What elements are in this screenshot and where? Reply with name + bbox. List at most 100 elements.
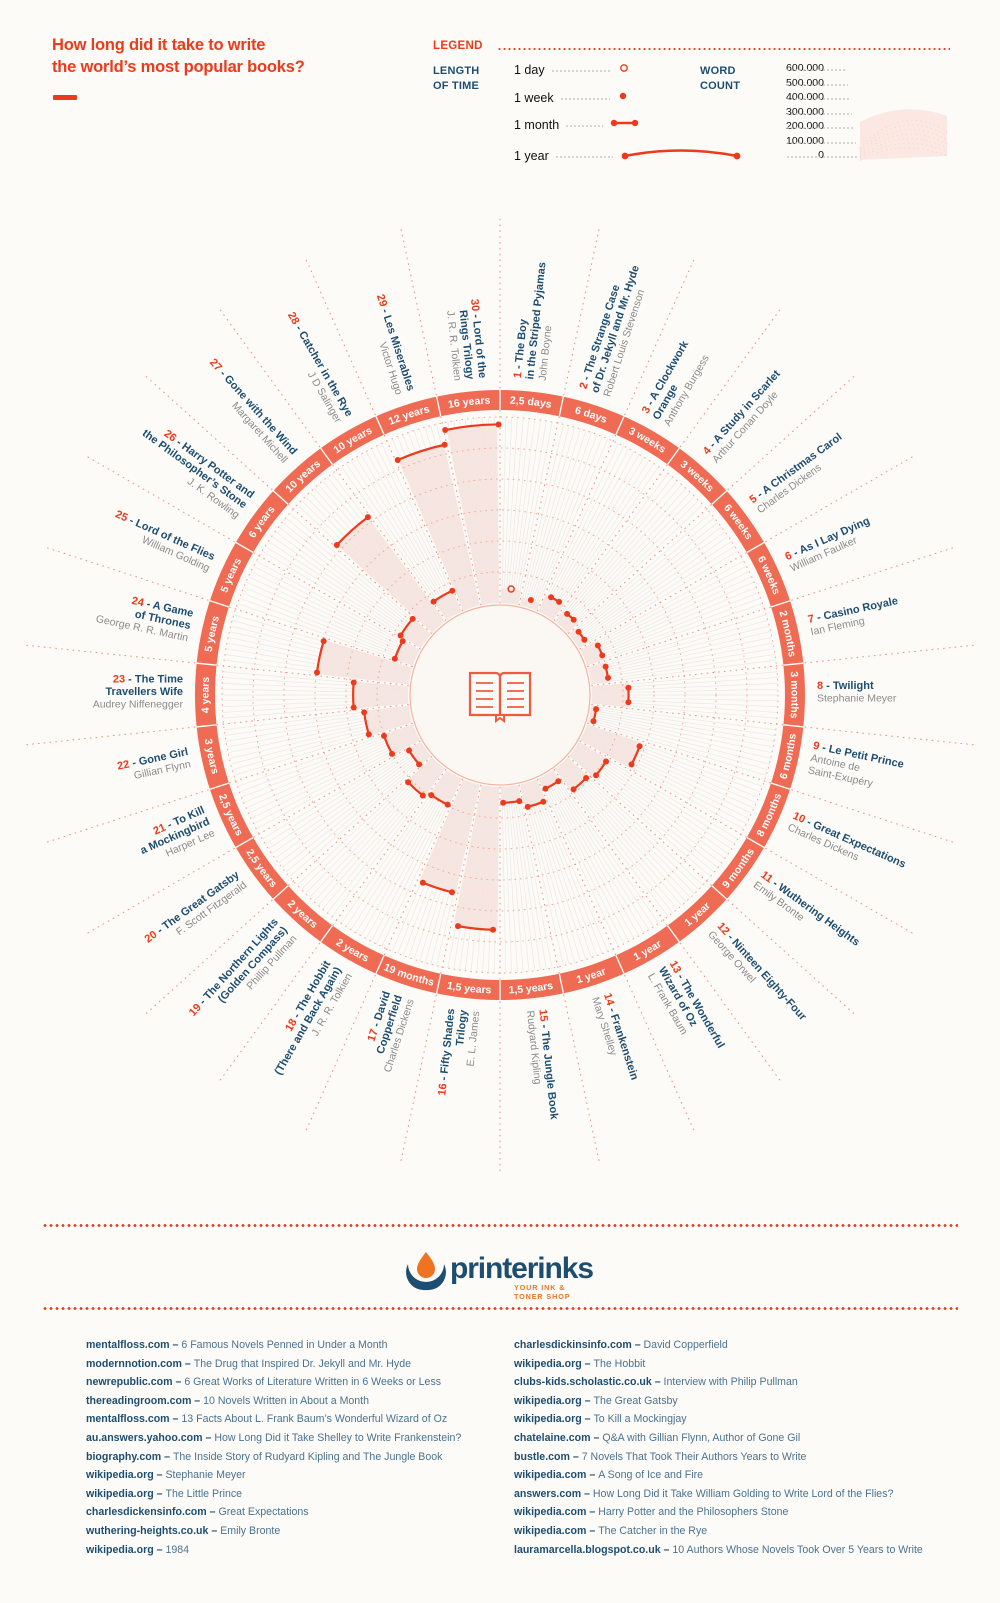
- hatch-line: [262, 550, 422, 648]
- hatch-line: [493, 417, 499, 604]
- legend-time-row-1: 1 day: [514, 62, 643, 77]
- source-item[interactable]: wikipedia.org – To Kill a Mockingjay: [514, 1410, 923, 1429]
- book-time-arc-end: [399, 638, 406, 645]
- hatch-line: [538, 778, 619, 947]
- source-item[interactable]: answers.com – How Long Did it Take Willi…: [514, 1485, 923, 1504]
- source-item[interactable]: wikipedia.org – The Hobbit: [514, 1355, 923, 1374]
- source-item[interactable]: mentalfloss.com – 13 Facts About L. Fran…: [86, 1410, 461, 1429]
- ring-tick: [375, 416, 385, 435]
- source-item[interactable]: wikipedia.com – The Catcher in the Rye: [514, 1522, 923, 1541]
- book-time-arc-start: [593, 706, 600, 713]
- book-time-arc-end: [590, 718, 597, 725]
- source-item[interactable]: newrepublic.com – 6 Great Works of Liter…: [86, 1373, 461, 1392]
- hatch-line: [305, 760, 436, 894]
- source-item[interactable]: wikipedia.com – Harry Potter and the Phi…: [514, 1503, 923, 1522]
- source-item[interactable]: mentalfloss.com – 6 Famous Novels Penned…: [86, 1336, 461, 1355]
- source-item[interactable]: charlesdickinsinfo.com – David Copperfie…: [514, 1336, 923, 1355]
- source-item[interactable]: thereadingroom.com – 10 Novels Written i…: [86, 1392, 461, 1411]
- book-label[interactable]: 18 - The Hobbit(There and Back Again)J. …: [262, 958, 355, 1083]
- source-item[interactable]: wikipedia.org – The Great Gatsby: [514, 1392, 923, 1411]
- word-count-line2: COUNT: [700, 79, 741, 92]
- hatch-line: [271, 536, 425, 643]
- legend-wordcount-leader-dots: [786, 141, 856, 144]
- book-time-arc-end: [449, 587, 456, 594]
- source-item[interactable]: wikipedia.org – 1984: [86, 1541, 461, 1560]
- book-label[interactable]: 19 - The Northern Lights(Golden Compass)…: [187, 916, 300, 1035]
- book-time-arc-start: [548, 594, 555, 601]
- hatch-line: [301, 500, 435, 631]
- length-of-time-line2: OF TIME: [433, 79, 480, 92]
- legend-wordcount-leader-dots: [786, 83, 848, 86]
- book-time-arc-end: [500, 799, 507, 806]
- logo-wordmark: printerinks: [450, 1252, 594, 1285]
- legend-wordcount-row-0: 600.000: [786, 62, 824, 74]
- source-item[interactable]: au.answers.yahoo.com – How Long Did it T…: [86, 1429, 461, 1448]
- hatch-line: [545, 454, 640, 616]
- book-time-arc-end: [409, 615, 416, 622]
- book-time-arc-start: [636, 743, 643, 750]
- source-site: charlesdickensinfo.com –: [86, 1506, 219, 1519]
- source-item[interactable]: modernnotion.com – The Drug that Inspire…: [86, 1355, 461, 1374]
- source-item[interactable]: wuthering-heights.co.uk – Emily Bronte: [86, 1522, 461, 1541]
- source-item[interactable]: bustle.com – 7 Novels That Took Their Au…: [514, 1448, 923, 1467]
- sources-column-right: charlesdickinsinfo.com – David Copperfie…: [514, 1336, 923, 1559]
- book-time-arc-end: [570, 616, 577, 623]
- source-item[interactable]: charlesdickensinfo.com – Great Expectati…: [86, 1503, 461, 1522]
- source-item[interactable]: wikipedia.com – A Song of Ice and Fire: [514, 1466, 923, 1485]
- legend-time-row-4: 1 year: [514, 144, 744, 163]
- source-item[interactable]: biography.com – The Inside Story of Rudy…: [86, 1448, 461, 1467]
- radial-chart: 2,5 days 6 days 3 weeks 3 weeks 6 weeks 6 wee…: [0, 185, 1000, 1205]
- source-description: Interview with Philip Pullman: [663, 1376, 798, 1389]
- hatch-line: [550, 463, 655, 619]
- hatch-line: [365, 775, 456, 939]
- printerinks-logo[interactable]: printerinks YOUR INK & TONER SHOP: [404, 1248, 596, 1301]
- hatch-line: [583, 576, 752, 657]
- source-item[interactable]: wikipedia.org – The Little Prince: [86, 1485, 461, 1504]
- book-title: 27 - Gone with the Wind: [207, 357, 299, 458]
- source-item[interactable]: wikipedia.org – Stephanie Meyer: [86, 1466, 461, 1485]
- source-item[interactable]: lauramarcella.blogspot.co.uk – 10 Author…: [514, 1541, 923, 1560]
- hatch-line: [591, 698, 778, 707]
- hatch-line: [590, 654, 776, 682]
- source-item[interactable]: chatelaine.com – Q&A with Gillian Flynn,…: [514, 1429, 923, 1448]
- book-time-arc-start: [394, 456, 401, 463]
- legend-leader-dots: [559, 98, 610, 100]
- book-time-arc-end: [419, 879, 426, 886]
- hatch-line: [253, 737, 419, 825]
- hatch-line: [309, 492, 438, 629]
- hatch-line: [547, 457, 645, 617]
- source-item[interactable]: clubs-kids.scholastic.co.uk – Interview …: [514, 1373, 923, 1392]
- hatch-line: [232, 719, 412, 771]
- legend-marker-1-day: [619, 64, 628, 72]
- ring-tick: [235, 541, 254, 554]
- hatch-line: [370, 448, 458, 614]
